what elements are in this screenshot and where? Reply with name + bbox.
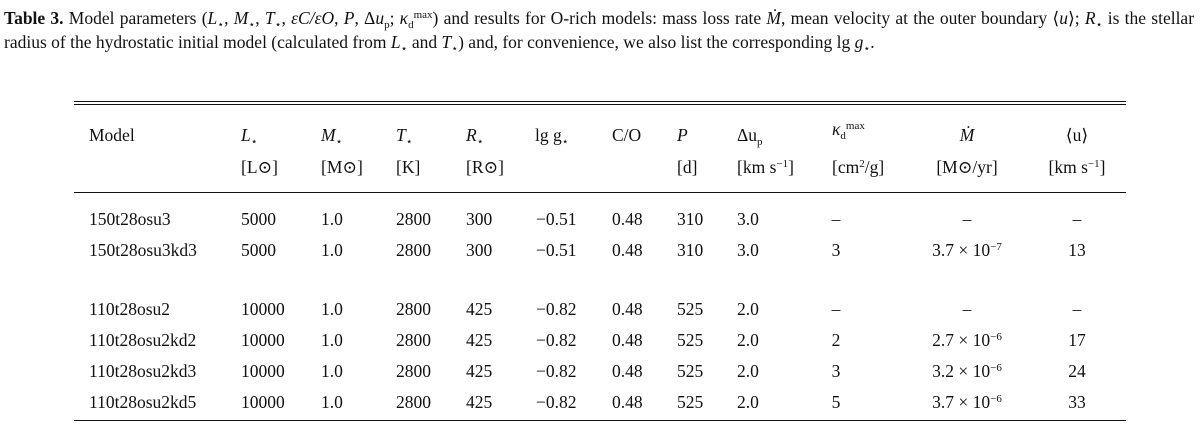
cell-lgg-row-6: −0.82	[536, 392, 577, 412]
top-rule	[74, 101, 1126, 102]
cell-p-row-1: 310	[677, 209, 704, 229]
cell-model-row-3: 110t28osu2	[89, 299, 171, 319]
cell-u-row-4: 17	[1068, 330, 1086, 350]
cell-du-row-2: 3.0	[737, 240, 759, 260]
header-luminosity: L⋆	[241, 125, 258, 148]
cell-co-row-4: 0.48	[612, 330, 643, 350]
cell-du-row-3: 2.0	[737, 299, 759, 319]
unit-velocity: [km s−1]	[1048, 157, 1106, 177]
cell-lgg-row-2: −0.51	[536, 240, 577, 260]
cell-model-row-2: 150t28osu3kd3	[89, 240, 197, 260]
header-co: C/O	[612, 125, 642, 145]
unit-temperature: [K]	[396, 157, 421, 177]
unit-luminosity: [L⊙]	[241, 157, 279, 177]
cell-kappa-row-2: 3	[831, 240, 841, 260]
cell-kappa-row-6: 5	[831, 392, 841, 412]
cell-r-row-6: 425	[466, 392, 493, 412]
header-kappa: κdmax	[832, 119, 865, 142]
cell-l-row-1: 5000	[241, 209, 276, 229]
cell-t-row-6: 2800	[396, 392, 431, 412]
cell-l-row-5: 10000	[241, 361, 285, 381]
cell-co-row-1: 0.48	[612, 209, 643, 229]
cell-r-row-4: 425	[466, 330, 493, 350]
cell-kappa-row-4: 2	[831, 330, 841, 350]
cell-lgg-row-3: −0.82	[536, 299, 577, 319]
cell-t-row-5: 2800	[396, 361, 431, 381]
cell-kappa-row-5: 3	[831, 361, 841, 381]
cell-t-row-1: 2800	[396, 209, 431, 229]
cell-mdot-row-4: 2.7 × 10−6	[932, 330, 1002, 350]
unit-piston-amplitude: [km s−1]	[737, 157, 794, 177]
unit-mass: [M⊙]	[321, 157, 363, 177]
cell-model-row-1: 150t28osu3	[89, 209, 171, 229]
header-model: Model	[89, 125, 135, 145]
cell-co-row-2: 0.48	[612, 240, 643, 260]
cell-mdot-row-5: 3.2 × 10−6	[932, 361, 1002, 381]
header-period: P	[677, 125, 688, 145]
cell-m-row-5: 1.0	[321, 361, 343, 381]
cell-l-row-6: 10000	[241, 392, 285, 412]
header-temperature: T⋆	[396, 125, 413, 148]
cell-r-row-2: 300	[466, 240, 493, 260]
cell-lgg-row-5: −0.82	[536, 361, 577, 381]
cell-t-row-4: 2800	[396, 330, 431, 350]
cell-u-row-2: 13	[1068, 240, 1086, 260]
cell-m-row-6: 1.0	[321, 392, 343, 412]
header-velocity: ⟨u⟩	[1065, 125, 1089, 145]
cell-p-row-4: 525	[677, 330, 704, 350]
cell-m-row-3: 1.0	[321, 299, 343, 319]
cell-m-row-4: 1.0	[321, 330, 343, 350]
cell-co-row-3: 0.48	[612, 299, 643, 319]
cell-l-row-3: 10000	[241, 299, 285, 319]
table-caption: Table 3. Model parameters (L⋆, M⋆, T⋆, ε…	[4, 8, 1195, 55]
bottom-rule	[74, 420, 1126, 421]
cell-kappa-row-3: –	[831, 299, 841, 319]
cell-du-row-4: 2.0	[737, 330, 759, 350]
header-radius: R⋆	[466, 125, 484, 148]
cell-p-row-6: 525	[677, 392, 704, 412]
cell-lgg-row-1: −0.51	[536, 209, 577, 229]
cell-u-row-5: 24	[1068, 361, 1086, 381]
cell-mdot-row-6: 3.7 × 10−6	[932, 392, 1002, 412]
cell-r-row-1: 300	[466, 209, 493, 229]
cell-p-row-2: 310	[677, 240, 704, 260]
cell-du-row-1: 3.0	[737, 209, 759, 229]
header-rule	[74, 192, 1126, 193]
cell-model-row-6: 110t28osu2kd5	[89, 392, 197, 412]
header-lgg: lg g⋆	[535, 125, 569, 148]
cell-u-row-6: 33	[1068, 392, 1086, 412]
cell-lgg-row-4: −0.82	[536, 330, 577, 350]
cell-t-row-2: 2800	[396, 240, 431, 260]
cell-p-row-3: 525	[677, 299, 704, 319]
top-rule-double	[74, 104, 1126, 105]
cell-l-row-4: 10000	[241, 330, 285, 350]
unit-kappa: [cm2/g]	[832, 157, 885, 177]
cell-kappa-row-1: –	[831, 209, 841, 229]
cell-r-row-5: 425	[466, 361, 493, 381]
cell-t-row-3: 2800	[396, 299, 431, 319]
cell-u-row-1: –	[1072, 209, 1082, 229]
cell-co-row-5: 0.48	[612, 361, 643, 381]
cell-mdot-row-3: –	[962, 299, 972, 319]
cell-r-row-3: 425	[466, 299, 493, 319]
cell-model-row-4: 110t28osu2kd2	[89, 330, 197, 350]
cell-u-row-3: –	[1072, 299, 1082, 319]
cell-du-row-5: 2.0	[737, 361, 759, 381]
cell-mdot-row-1: –	[962, 209, 972, 229]
cell-p-row-5: 525	[677, 361, 704, 381]
cell-co-row-6: 0.48	[612, 392, 643, 412]
cell-mdot-row-2: 3.7 × 10−7	[932, 240, 1002, 260]
header-mass-loss: Ṁ	[959, 125, 975, 145]
cell-m-row-2: 1.0	[321, 240, 343, 260]
unit-mass-loss: [M⊙/yr]	[936, 157, 998, 177]
cell-l-row-2: 5000	[241, 240, 276, 260]
cell-m-row-1: 1.0	[321, 209, 343, 229]
unit-period: [d]	[677, 157, 698, 177]
cell-du-row-6: 2.0	[737, 392, 759, 412]
unit-radius: [R⊙]	[466, 157, 504, 177]
header-piston-amplitude: Δup	[737, 125, 763, 148]
table-label: Table 3.	[4, 8, 64, 28]
cell-model-row-5: 110t28osu2kd3	[89, 361, 197, 381]
header-mass: M⋆	[321, 125, 343, 148]
